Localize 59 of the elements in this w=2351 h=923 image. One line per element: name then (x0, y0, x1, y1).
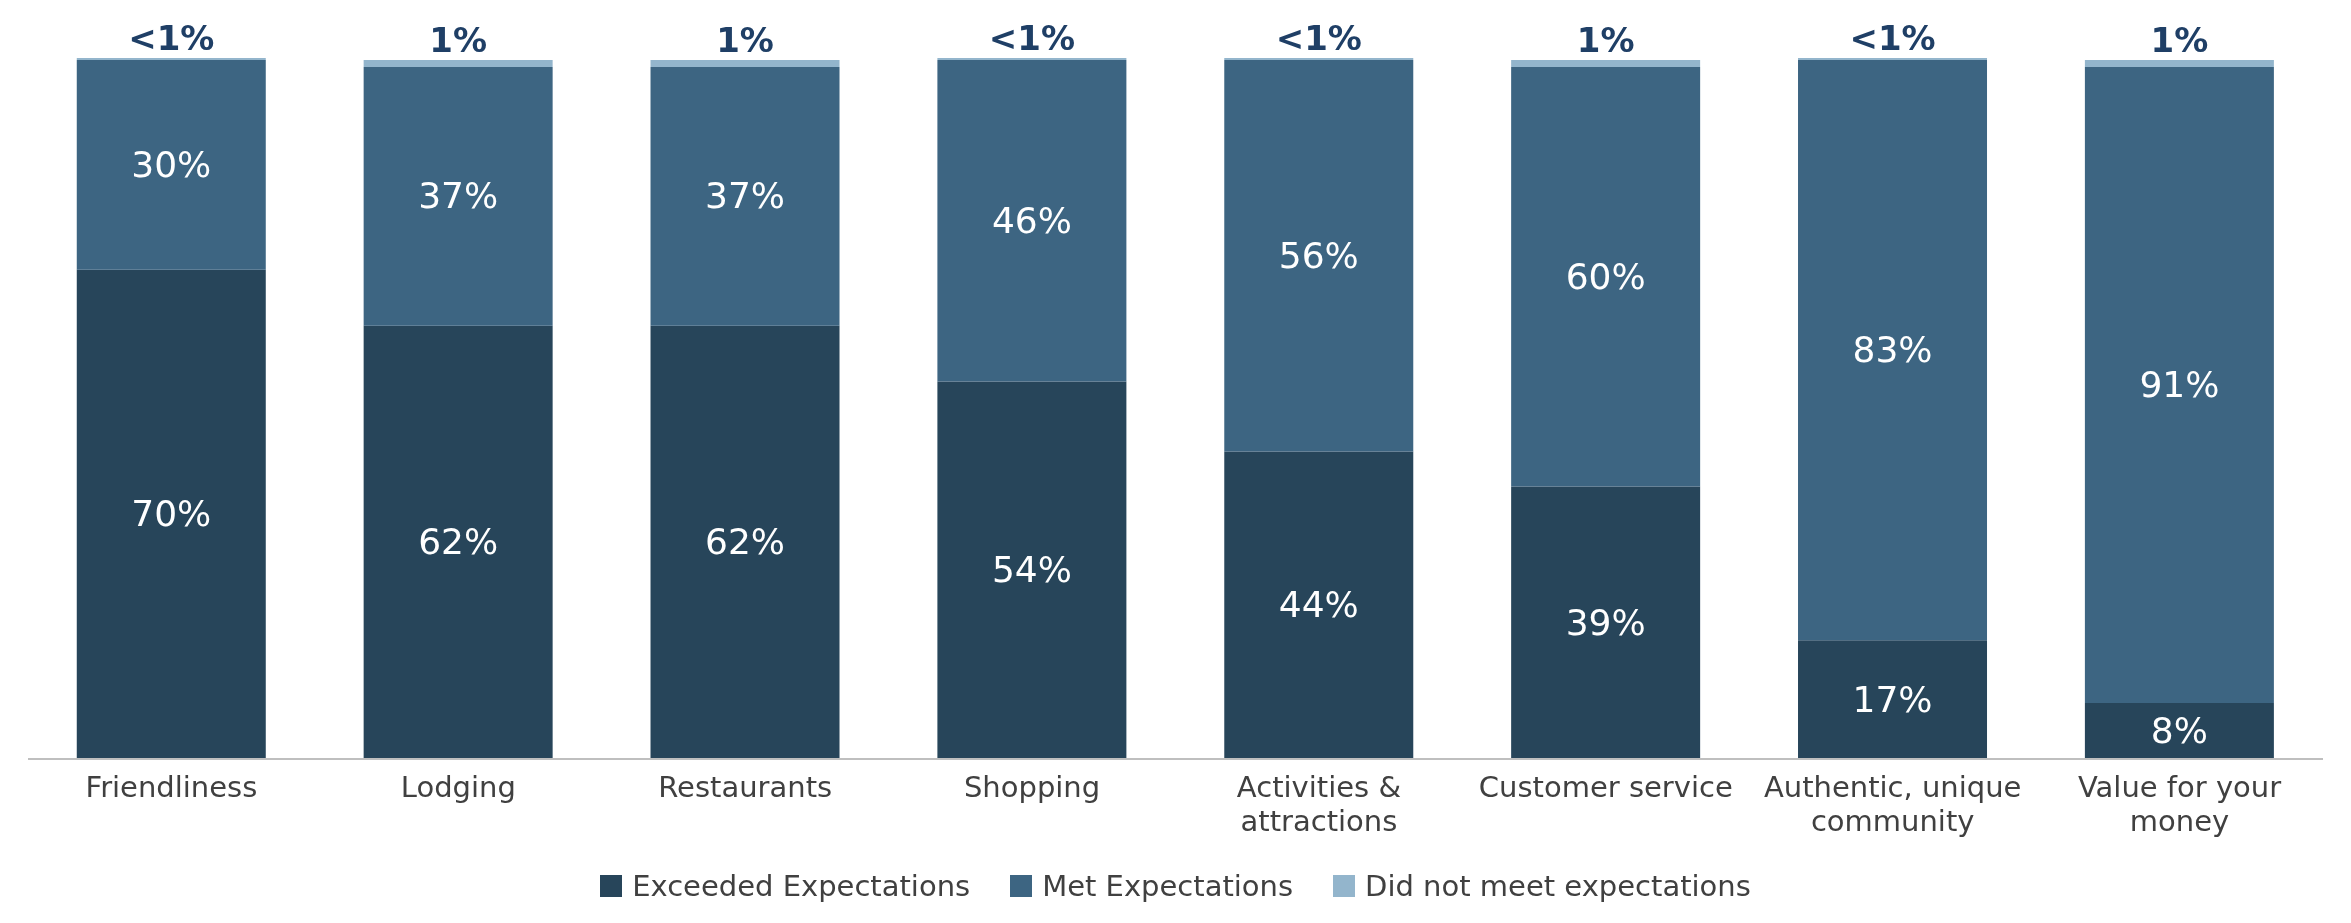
bar (76, 60, 266, 270)
data-label: <1% (128, 18, 215, 58)
bar (1511, 67, 1701, 487)
data-label: 56% (1278, 234, 1359, 276)
x-tick-label: Customer service (1478, 770, 1733, 804)
data-label: 1% (429, 20, 488, 61)
data-label: 1% (716, 20, 774, 61)
data-label: 30% (131, 143, 212, 185)
data-label: 37% (705, 175, 786, 217)
data-label: <1% (1849, 18, 1936, 58)
data-label: <1% (988, 18, 1075, 58)
data-label: 17% (1852, 678, 1933, 720)
data-label: <1% (1275, 18, 1362, 58)
data-label: 60% (1565, 255, 1646, 297)
data-label: 8% (2150, 710, 2208, 752)
bar (76, 58, 266, 61)
legend-label: Exceeded Expectations (632, 869, 971, 903)
x-tick-label: Friendliness (85, 770, 258, 804)
data-label: 62% (705, 521, 786, 563)
data-label: 91% (2139, 364, 2220, 406)
bar (1798, 640, 1988, 759)
data-label: 83% (1852, 329, 1933, 371)
x-tick-label: Value for your money (2077, 770, 2282, 838)
data-label: 37% (418, 175, 499, 217)
bar (1224, 451, 1414, 759)
bar (2084, 703, 2274, 759)
legend-label: Met Expectations (1042, 869, 1294, 903)
bar (1798, 60, 1988, 641)
data-label: 1% (1576, 20, 1635, 61)
data-label: 39% (1565, 601, 1646, 643)
x-tick-label: Restaurants (658, 770, 833, 804)
bar (650, 67, 840, 326)
bar (363, 67, 553, 326)
bar (937, 60, 1127, 382)
bar (363, 325, 553, 759)
data-label: 46% (991, 199, 1072, 241)
x-tick-label: Lodging (400, 770, 516, 804)
data-label: 1% (2150, 20, 2209, 61)
data-label: 54% (991, 549, 1072, 591)
bar (937, 381, 1127, 759)
x-tick-label: Shopping (963, 770, 1101, 804)
bar (937, 58, 1127, 61)
data-label: 70% (131, 493, 212, 535)
legend-label: Did not meet expectations (1365, 869, 1751, 903)
data-label: 44% (1278, 584, 1359, 626)
bar (650, 60, 840, 68)
bar (1798, 58, 1988, 61)
bar (1511, 486, 1701, 759)
bar (2084, 60, 2274, 68)
x-tick-label: Activities & attractions (1236, 770, 1402, 838)
bar (1224, 60, 1414, 452)
bar (363, 60, 553, 68)
bar (1224, 58, 1414, 61)
bar (1511, 60, 1701, 68)
bar (650, 325, 840, 759)
x-tick-label: Authentic, unique community (1763, 770, 2022, 838)
bar (2084, 67, 2274, 704)
bar (76, 269, 266, 759)
data-label: 62% (418, 521, 499, 563)
